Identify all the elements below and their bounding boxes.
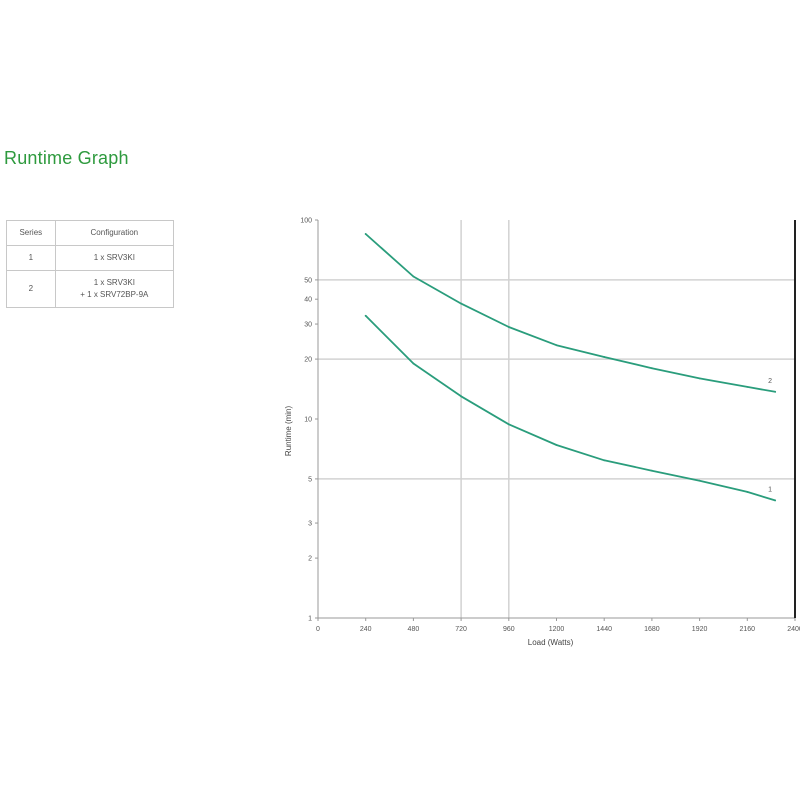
series-point [460,302,462,305]
legend-configuration: 1 x SRV3KI + 1 x SRV72BP-9A [54,270,175,308]
y-tick-label: 100 [300,218,312,225]
legend-row: 2 1 x SRV3KI + 1 x SRV72BP-9A [6,270,175,308]
series-point [774,390,777,393]
series-point [460,395,462,398]
x-tick-label: 1920 [692,626,708,633]
series-point [698,479,701,482]
series-point [412,275,415,278]
series-point [603,356,606,358]
x-tick-label: 0 [316,626,320,633]
y-tick-label: 30 [304,322,312,329]
series-end-label: 2 [768,378,772,385]
series-point [774,499,777,502]
y-tick-label: 2 [308,556,312,563]
x-tick-label: 480 [408,626,420,633]
series-point [603,459,606,462]
series-line [364,233,776,393]
x-tick-label: 2160 [740,626,756,633]
x-axis-title: Load (Watts) [528,638,574,647]
x-tick-label: 240 [360,626,372,633]
series-point [555,344,558,347]
series-legend-table: Series Configuration 1 1 x SRV3KI 2 1 x … [6,220,175,308]
x-tick-label: 960 [503,626,515,633]
y-tick-label: 40 [304,297,312,304]
series-line [364,314,776,502]
series-point [364,314,367,317]
x-tick-label: 2400 [787,626,800,633]
series-point [651,469,653,472]
series-point [507,326,510,328]
x-tick-label: 1680 [644,626,660,633]
x-tick-label: 720 [455,626,467,633]
y-tick-label: 5 [308,476,312,483]
series-point [698,377,701,380]
series-point [746,491,749,493]
legend-header-series: Series [6,220,56,246]
legend-header-row: Series Configuration [6,220,175,246]
y-tick-label: 50 [304,277,312,284]
y-axis-title: Runtime (min) [284,405,293,456]
series-point [507,423,510,426]
y-tick-label: 3 [308,521,312,528]
series-end-label: 1 [768,486,772,493]
legend-header-configuration: Configuration [54,220,175,246]
legend-series-number: 2 [6,270,56,308]
y-tick-label: 20 [304,357,312,364]
page-title: Runtime Graph [4,148,129,168]
series-point [746,385,749,388]
series-point [555,444,558,446]
series-point [364,233,367,235]
series-point [412,362,415,365]
y-tick-label: 10 [304,417,312,424]
x-tick-label: 1440 [596,626,612,633]
series-point [651,367,653,370]
x-tick-label: 1200 [549,626,565,633]
y-tick-label: 1 [308,616,312,623]
